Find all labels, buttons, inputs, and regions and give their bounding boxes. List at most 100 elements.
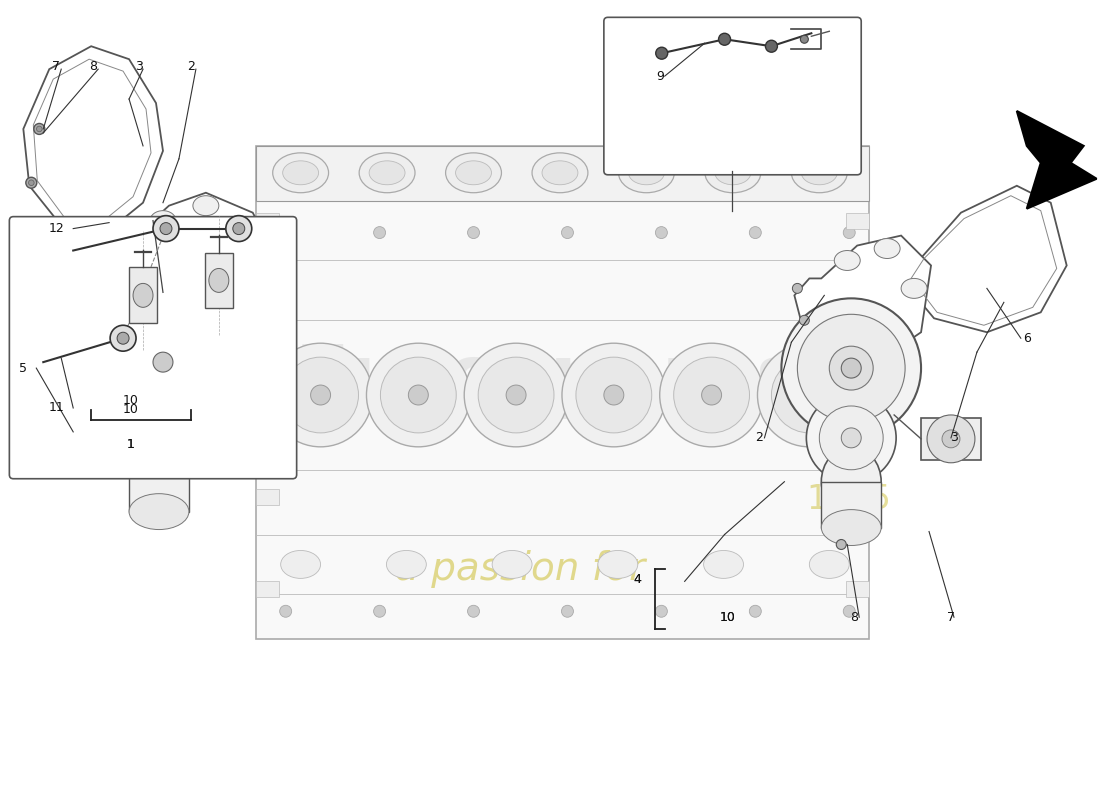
Ellipse shape [810, 347, 820, 357]
Ellipse shape [598, 550, 638, 578]
Ellipse shape [192, 196, 219, 216]
Polygon shape [846, 397, 869, 413]
Ellipse shape [702, 385, 722, 405]
Polygon shape [822, 482, 881, 527]
Polygon shape [846, 489, 869, 505]
Polygon shape [129, 468, 189, 512]
Ellipse shape [359, 153, 415, 193]
Ellipse shape [492, 550, 532, 578]
Polygon shape [1016, 111, 1097, 209]
Ellipse shape [268, 343, 373, 447]
Ellipse shape [121, 386, 205, 470]
Text: 1: 1 [128, 438, 135, 451]
Polygon shape [846, 213, 869, 229]
Ellipse shape [464, 343, 568, 447]
Text: 2: 2 [187, 60, 195, 73]
Ellipse shape [67, 416, 111, 460]
Polygon shape [846, 305, 869, 321]
Ellipse shape [704, 550, 744, 578]
Polygon shape [255, 213, 278, 229]
Polygon shape [255, 305, 278, 321]
Text: 2: 2 [756, 431, 763, 444]
Ellipse shape [283, 357, 359, 433]
Polygon shape [794, 235, 931, 362]
Ellipse shape [576, 357, 651, 433]
Ellipse shape [283, 161, 319, 185]
Ellipse shape [366, 343, 470, 447]
Ellipse shape [758, 343, 861, 447]
Polygon shape [255, 397, 278, 413]
Ellipse shape [656, 606, 668, 618]
Text: 1: 1 [128, 438, 135, 451]
Polygon shape [255, 582, 278, 598]
Text: 3: 3 [950, 431, 958, 444]
Ellipse shape [822, 447, 881, 517]
Ellipse shape [800, 315, 810, 326]
Text: 10: 10 [719, 610, 736, 624]
Ellipse shape [34, 123, 45, 134]
Ellipse shape [235, 373, 245, 383]
Ellipse shape [927, 415, 975, 462]
Ellipse shape [810, 550, 849, 578]
Ellipse shape [153, 216, 179, 242]
Text: 5: 5 [20, 362, 28, 374]
Ellipse shape [718, 34, 730, 46]
FancyBboxPatch shape [10, 217, 297, 478]
Text: 1985: 1985 [806, 483, 892, 516]
Ellipse shape [673, 357, 749, 433]
Ellipse shape [29, 180, 34, 186]
Text: 8: 8 [89, 60, 97, 73]
Ellipse shape [251, 340, 261, 350]
Ellipse shape [656, 47, 668, 59]
Ellipse shape [561, 226, 573, 238]
Ellipse shape [133, 398, 192, 458]
Ellipse shape [802, 161, 837, 185]
Ellipse shape [562, 343, 666, 447]
Ellipse shape [844, 226, 855, 238]
Ellipse shape [766, 40, 778, 52]
Ellipse shape [110, 326, 136, 351]
Text: 7: 7 [53, 60, 60, 73]
Ellipse shape [942, 430, 960, 448]
Ellipse shape [618, 153, 674, 193]
Polygon shape [129, 267, 157, 323]
Polygon shape [904, 186, 1067, 332]
Ellipse shape [604, 385, 624, 405]
Polygon shape [117, 193, 278, 355]
Ellipse shape [792, 283, 802, 294]
Ellipse shape [561, 606, 573, 618]
Ellipse shape [279, 606, 292, 618]
Ellipse shape [660, 343, 763, 447]
FancyBboxPatch shape [604, 18, 861, 174]
Polygon shape [846, 582, 869, 598]
Ellipse shape [273, 153, 329, 193]
Polygon shape [255, 146, 869, 201]
Text: 6: 6 [1023, 332, 1031, 345]
Ellipse shape [749, 606, 761, 618]
Ellipse shape [129, 433, 189, 502]
Ellipse shape [280, 550, 320, 578]
Ellipse shape [36, 126, 42, 132]
Ellipse shape [455, 161, 492, 185]
Polygon shape [921, 418, 981, 460]
Ellipse shape [374, 226, 386, 238]
Ellipse shape [791, 153, 847, 193]
Ellipse shape [478, 357, 554, 433]
Ellipse shape [628, 161, 664, 185]
Ellipse shape [386, 550, 427, 578]
Ellipse shape [408, 385, 428, 405]
Ellipse shape [254, 303, 264, 314]
Ellipse shape [820, 406, 883, 470]
Text: 9: 9 [656, 70, 663, 82]
Ellipse shape [468, 226, 480, 238]
Ellipse shape [806, 393, 896, 482]
Ellipse shape [801, 35, 808, 43]
Text: 8: 8 [850, 610, 858, 624]
Ellipse shape [781, 298, 921, 438]
Ellipse shape [656, 226, 668, 238]
Ellipse shape [25, 178, 36, 188]
Ellipse shape [836, 539, 846, 550]
Ellipse shape [374, 606, 386, 618]
Ellipse shape [381, 357, 456, 433]
Ellipse shape [310, 385, 331, 405]
